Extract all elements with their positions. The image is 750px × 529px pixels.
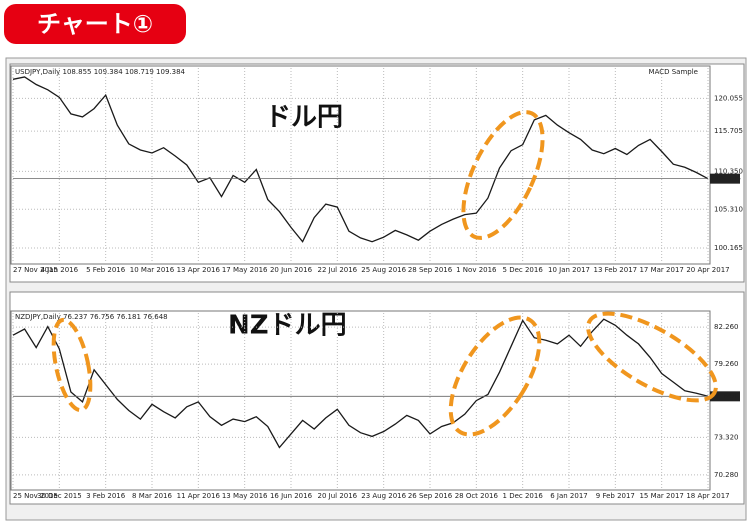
chart-header: USDJPY,Daily 108.855 109.384 108.719 109… bbox=[15, 68, 186, 76]
x-tick-label: 11 Apr 2016 bbox=[177, 492, 221, 500]
y-tick-label: 120.055 bbox=[714, 94, 743, 102]
x-tick-label: 27 Nov 2015 bbox=[13, 266, 58, 274]
panel-bottom bbox=[9, 291, 745, 505]
price-line bbox=[12, 76, 709, 243]
x-tick-label: 1 Dec 2016 bbox=[503, 492, 544, 500]
x-tick-label: 17 May 2016 bbox=[222, 266, 268, 274]
x-tick-label: 8 Mar 2016 bbox=[132, 492, 172, 500]
x-tick-label: 28 Oct 2016 bbox=[455, 492, 499, 500]
x-tick-label: 18 Apr 2017 bbox=[686, 492, 729, 500]
y-tick-label: 110.350 bbox=[714, 167, 743, 175]
x-tick-label: 20 Jul 2016 bbox=[318, 492, 358, 500]
x-tick-label: 17 Mar 2017 bbox=[639, 266, 683, 274]
highlight-marks bbox=[51, 110, 718, 437]
x-tick-label: 20 Jun 2016 bbox=[270, 266, 313, 274]
y-tick-label: 115.705 bbox=[714, 127, 743, 135]
x-tick-label: 26 Sep 2016 bbox=[408, 492, 453, 500]
plot-area bbox=[10, 65, 711, 265]
x-tick-label: 10 Mar 2016 bbox=[130, 266, 175, 274]
x-tick-label: 20 Apr 2017 bbox=[686, 266, 729, 274]
x-tick-label: 6 Jan 2017 bbox=[550, 492, 588, 500]
last-price-label: 76.648 bbox=[712, 392, 737, 400]
y-tick-label: 73.320 bbox=[714, 433, 739, 441]
x-tick-label: 16 Jun 2016 bbox=[270, 492, 313, 500]
price-line bbox=[12, 318, 709, 449]
highlight-ellipse bbox=[448, 315, 542, 437]
panel-top bbox=[9, 63, 745, 283]
highlight-ellipse bbox=[51, 317, 93, 413]
x-tick-label: 5 Dec 2016 bbox=[503, 266, 544, 274]
x-tick-label: 13 Apr 2016 bbox=[177, 266, 221, 274]
x-tick-label: 13 Feb 2017 bbox=[594, 266, 638, 274]
last-price-label: 109.384 bbox=[712, 175, 741, 183]
x-tick-label: 3 Feb 2016 bbox=[86, 492, 126, 500]
x-tick-label: 25 Nov 2015 bbox=[13, 492, 58, 500]
highlight-ellipse bbox=[461, 110, 545, 240]
chart-header: NZDJPY,Daily 76.237 76.756 76.181 76.648 bbox=[15, 313, 168, 321]
x-tick-label: 28 Sep 2016 bbox=[408, 266, 453, 274]
last-price-box bbox=[710, 173, 740, 184]
y-tick-label: 79.260 bbox=[714, 360, 739, 368]
y-tick-label: 82.260 bbox=[714, 323, 739, 331]
x-tick-label: 5 Feb 2016 bbox=[86, 266, 126, 274]
x-tick-label: 15 Mar 2017 bbox=[639, 492, 683, 500]
y-tick-label: 100.165 bbox=[714, 244, 743, 252]
x-tick-label: 30 Dec 2015 bbox=[37, 492, 82, 500]
y-tick-label: 105.310 bbox=[714, 205, 743, 213]
highlight-ellipse bbox=[586, 311, 718, 403]
chart-annotation: NZドル円 bbox=[228, 311, 347, 341]
x-tick-label: 4 Jan 2016 bbox=[41, 266, 79, 274]
title-badge bbox=[4, 4, 186, 44]
x-tick-label: 25 Aug 2016 bbox=[361, 266, 406, 274]
x-tick-label: 23 Aug 2016 bbox=[361, 492, 406, 500]
x-tick-label: 1 Nov 2016 bbox=[456, 266, 497, 274]
last-price-box bbox=[710, 391, 740, 402]
x-tick-label: 22 Jul 2016 bbox=[318, 266, 358, 274]
indicator-name: MACD Sample bbox=[649, 68, 698, 76]
page-title: チャート① bbox=[37, 10, 153, 38]
y-tick-label: 70.280 bbox=[714, 471, 739, 479]
chart-annotation: ドル円 bbox=[265, 103, 343, 133]
x-tick-label: 10 Jan 2017 bbox=[548, 266, 590, 274]
x-tick-label: 9 Feb 2017 bbox=[596, 492, 635, 500]
x-tick-label: 13 May 2016 bbox=[222, 492, 268, 500]
